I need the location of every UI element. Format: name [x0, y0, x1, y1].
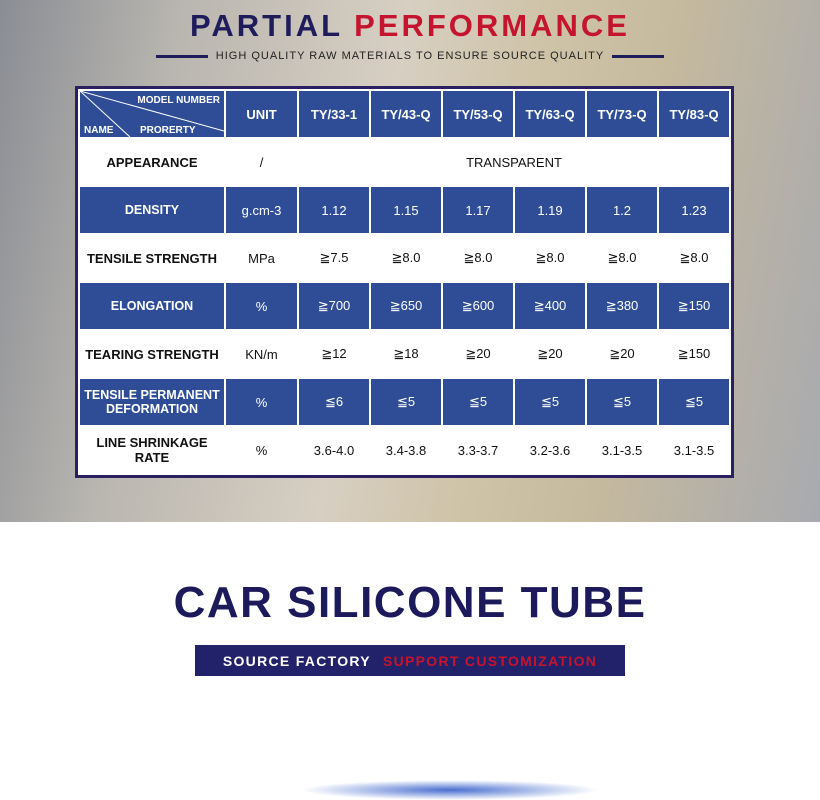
value-cell: ≦5 — [657, 377, 731, 427]
corner-label: MODEL NUMBER — [137, 95, 220, 106]
value-cell: ≦5 — [441, 377, 515, 427]
value-cell: ≦5 — [585, 377, 659, 427]
value-cell: ≧150 — [657, 281, 731, 331]
value-cell: 1.19 — [513, 185, 587, 235]
row-name: APPEARANCE — [78, 137, 226, 187]
merged-cell: TRANSPARENT — [297, 137, 731, 187]
table-row: TEARING STRENGTH KN/m ≧12 ≧18 ≧20 ≧20 ≧20 ≧150 — [78, 329, 731, 379]
value-cell: 3.1-3.5 — [585, 425, 659, 475]
value-cell: 1.17 — [441, 185, 515, 235]
row-name: LINE SHRINKAGE RATE — [78, 425, 226, 475]
row-name: TENSILE STRENGTH — [78, 233, 226, 283]
value-cell: 3.6-4.0 — [297, 425, 371, 475]
value-cell: 1.15 — [369, 185, 443, 235]
row-name: TEARING STRENGTH — [78, 329, 226, 379]
value-cell: 1.2 — [585, 185, 659, 235]
row-name: DENSITY — [78, 185, 226, 235]
header-row: MODEL NUMBER NAME PRORERTY UNIT TY/33-1 TY/43… — [78, 89, 731, 139]
unit-cell: KN/m — [224, 329, 299, 379]
value-cell: ≦5 — [513, 377, 587, 427]
unit-cell: % — [224, 281, 299, 331]
value-cell: ≦5 — [369, 377, 443, 427]
value-cell: ≧8.0 — [441, 233, 515, 283]
corner-label: PRORERTY — [140, 125, 196, 136]
table: MODEL NUMBER NAME PRORERTY UNIT TY/33-1 TY/43… — [78, 89, 731, 475]
section-title: PARTIAL PERFORMANCE — [0, 8, 820, 44]
corner-diagonal: MODEL NUMBER NAME PRORERTY — [80, 91, 224, 137]
value-cell: 3.1-3.5 — [657, 425, 731, 475]
spec-table: MODEL NUMBER NAME PRORERTY UNIT TY/33-1 TY/43… — [75, 86, 734, 478]
value-cell: ≧8.0 — [657, 233, 731, 283]
value-cell: 3.3-3.7 — [441, 425, 515, 475]
value-cell: ≧600 — [441, 281, 515, 331]
title-part: PERFORMANCE — [354, 8, 630, 43]
value-cell: ≧700 — [297, 281, 371, 331]
value-cell: ≧8.0 — [585, 233, 659, 283]
value-cell: ≧150 — [657, 329, 731, 379]
column-header: TY/83-Q — [657, 89, 731, 139]
table-row: TENSILE STRENGTH MPa ≧7.5 ≧8.0 ≧8.0 ≧8.0 ≧8.0 ≧… — [78, 233, 731, 283]
unit-cell: MPa — [224, 233, 299, 283]
tag-right: SUPPORT CUSTOMIZATION — [382, 652, 598, 669]
table-row: TENSILE PERMANENT DEFORMATION% ≦6 ≦5 ≦5 ≦5 ≦5… — [78, 377, 731, 427]
value-cell: ≧20 — [585, 329, 659, 379]
value-cell: ≧12 — [297, 329, 371, 379]
value-cell: ≧8.0 — [513, 233, 587, 283]
value-cell: 3.2-3.6 — [513, 425, 587, 475]
value-cell: 1.23 — [657, 185, 731, 235]
column-header: TY/63-Q — [513, 89, 587, 139]
column-header: TY/53-Q — [441, 89, 515, 139]
unit-cell: % — [224, 425, 299, 475]
subtitle: HIGH QUALITY RAW MATERIALS TO ENSURE SOU… — [0, 50, 820, 62]
value-cell: ≧7.5 — [297, 233, 371, 283]
value-cell: ≧20 — [513, 329, 587, 379]
table-row: APPEARANCE / TRANSPARENT — [78, 137, 731, 187]
table-row: DENSITY g.cm-3 1.12 1.15 1.17 1.19 1.2 1.23 — [78, 185, 731, 235]
banner-title: CAR SILICONE TUBE — [173, 578, 647, 627]
unit-cell: g.cm-3 — [224, 185, 299, 235]
column-header: TY/43-Q — [369, 89, 443, 139]
hero-background: PARTIAL PERFORMANCE HIGH QUALITY RAW MAT… — [0, 0, 820, 522]
value-cell: ≧20 — [441, 329, 515, 379]
value-cell: ≧400 — [513, 281, 587, 331]
value-cell: ≧650 — [369, 281, 443, 331]
row-name: TENSILE PERMANENT DEFORMATION — [78, 377, 226, 427]
value-cell: ≧18 — [369, 329, 443, 379]
tag-left: SOURCE FACTORY — [222, 652, 371, 669]
table-row: LINE SHRINKAGE RATE% 3.6-4.0 3.4-3.8 3.3-3.… — [78, 425, 731, 475]
column-header: TY/73-Q — [585, 89, 659, 139]
decoration — [300, 780, 600, 800]
column-header: TY/33-1 — [297, 89, 371, 139]
table-row: ELONGATION% ≧700 ≧650 ≧600 ≧400 ≧380 ≧150 — [78, 281, 731, 331]
value-cell: ≧380 — [585, 281, 659, 331]
value-cell: ≧8.0 — [369, 233, 443, 283]
subtitle-text: HIGH QUALITY RAW MATERIALS TO ENSURE SOU… — [215, 50, 605, 62]
corner-label: NAME — [84, 125, 114, 136]
value-cell: 1.12 — [297, 185, 371, 235]
unit-cell: / — [224, 137, 299, 187]
value-cell: ≦6 — [297, 377, 371, 427]
row-name: ELONGATION — [78, 281, 226, 331]
column-header: UNIT — [224, 89, 299, 139]
title-part: PARTIAL — [190, 8, 343, 43]
tagline: SOURCE FACTORY SUPPORT CUSTOMIZATION — [195, 645, 625, 676]
corner-cell: MODEL NUMBER NAME PRORERTY — [78, 89, 226, 139]
value-cell: 3.4-3.8 — [369, 425, 443, 475]
unit-cell: % — [224, 377, 299, 427]
